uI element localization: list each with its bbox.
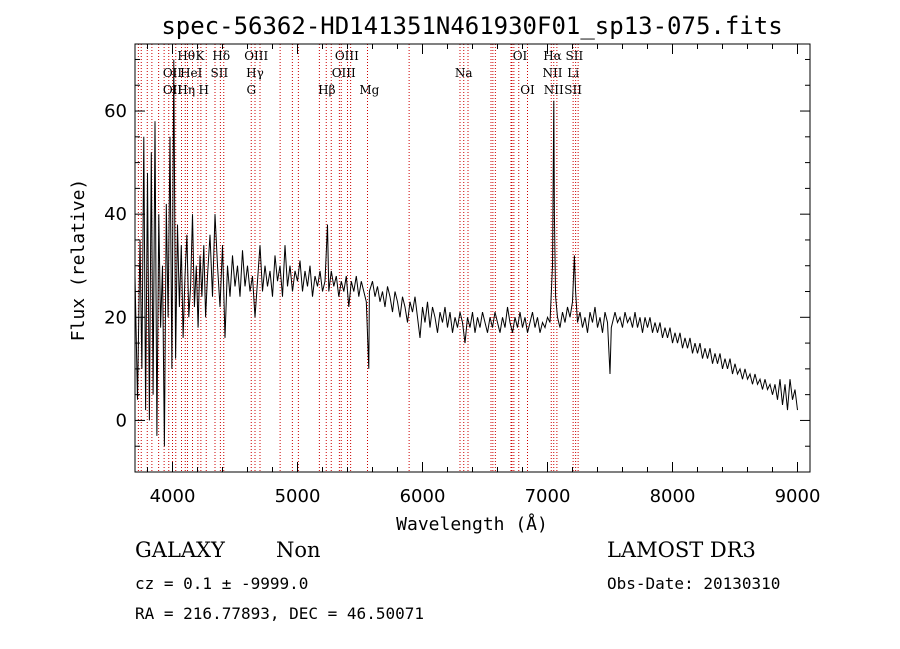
plot-frame <box>134 43 811 473</box>
coordinates: RA = 216.77893, DEC = 46.50071 <box>135 604 424 623</box>
spectral-line-label: K <box>196 49 206 63</box>
spectral-line-label: Hη <box>177 83 195 97</box>
spectral-line-label: G <box>246 83 256 97</box>
object-class: GALAXY <box>135 538 225 562</box>
y-tick-label: 40 <box>104 204 127 225</box>
spectral-line-label: SII <box>564 83 582 97</box>
spectral-line-label: Hγ <box>246 66 264 80</box>
y-tick-label: 0 <box>116 410 127 431</box>
survey-name: LAMOST DR3 <box>607 538 756 562</box>
object-subclass: Non <box>276 538 321 562</box>
x-axis-ticks: 4000 5000 6000 7000 8000 9000 <box>147 44 821 507</box>
spectral-line-label: OI <box>520 83 535 97</box>
spectral-line-label: OII <box>163 83 183 97</box>
spectral-line-label: OIII <box>335 49 359 63</box>
x-tick-label: 5000 <box>275 486 321 507</box>
spectral-line-label: OI <box>513 49 528 63</box>
spectral-line-label: SII <box>211 66 229 80</box>
spectral-line-label: OIII <box>244 49 268 63</box>
chart-title: spec-56362-HD141351N461930F01_sp13-075.f… <box>161 12 782 40</box>
x-tick-label: 8000 <box>650 486 696 507</box>
spectral-line-label: Hβ <box>318 83 335 97</box>
spectral-line-label: NII <box>544 83 564 97</box>
spectral-line-label: HeI <box>180 66 203 80</box>
x-axis-label: Wavelength (Å) <box>396 513 548 535</box>
spectral-line-label: SII <box>566 49 584 63</box>
spectral-line-label: Hθ <box>177 49 195 63</box>
observation-date: Obs-Date: 20130310 <box>607 574 781 593</box>
redshift-cz: cz = 0.1 ± -9999.0 <box>135 574 309 593</box>
x-tick-label: 4000 <box>150 486 196 507</box>
x-tick-label: 9000 <box>775 486 821 507</box>
spectral-line-label: Li <box>567 66 579 80</box>
x-tick-label: 7000 <box>525 486 571 507</box>
spectral-line-label: OIII <box>332 66 356 80</box>
spectral-line-label: Hα <box>543 49 562 63</box>
y-tick-label: 60 <box>104 101 127 122</box>
spectral-line-label: Na <box>455 66 473 80</box>
x-tick-label: 6000 <box>400 486 446 507</box>
y-axis-ticks: 0 20 40 60 <box>104 58 810 473</box>
spectral-line-label: H <box>199 83 209 97</box>
spectral-line-label: OII <box>163 66 183 80</box>
y-tick-label: 20 <box>104 307 127 328</box>
spectral-line-label: Hδ <box>212 49 230 63</box>
y-axis-label: Flux (relative) <box>68 179 89 342</box>
spectral-line-label: Mg <box>359 83 379 97</box>
spectrum-series-line <box>134 59 798 447</box>
spectral-line-label: NII <box>543 66 563 80</box>
